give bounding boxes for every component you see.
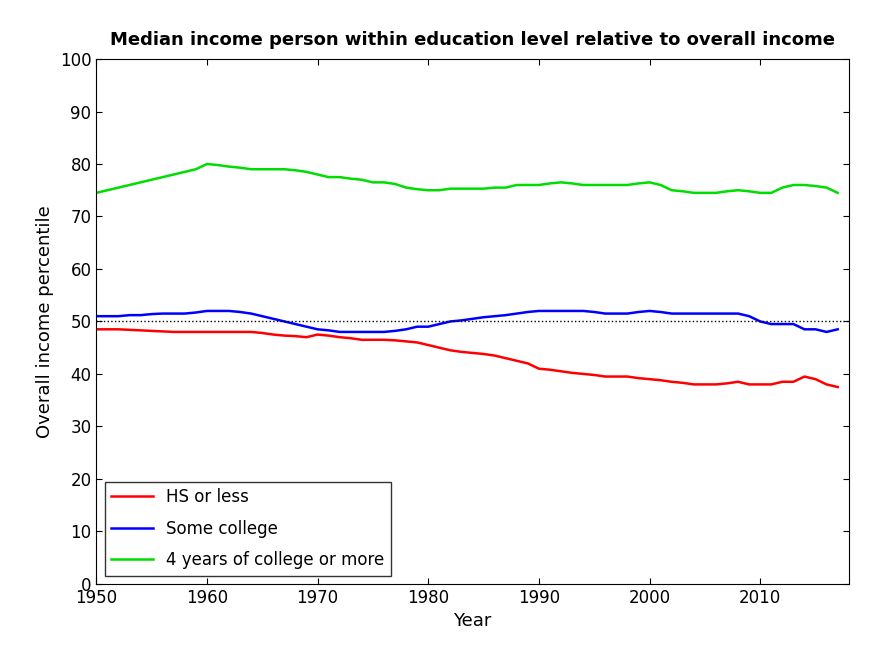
- Line: Some college: Some college: [96, 311, 837, 332]
- 4 years of college or more: [91, 189, 102, 197]
- Some college: [644, 307, 654, 315]
- 4 years of college or more: [766, 189, 776, 197]
- Line: 4 years of college or more: 4 years of college or more: [96, 164, 837, 193]
- HS or less: [755, 380, 766, 388]
- 4 years of college or more: [522, 181, 533, 189]
- HS or less: [522, 359, 533, 367]
- Title: Median income person within education level relative to overall income: Median income person within education le…: [110, 31, 835, 49]
- HS or less: [268, 331, 278, 338]
- HS or less: [91, 325, 102, 333]
- 4 years of college or more: [201, 160, 212, 168]
- 4 years of college or more: [268, 165, 278, 173]
- 4 years of college or more: [279, 165, 290, 173]
- HS or less: [257, 329, 268, 337]
- 4 years of college or more: [412, 185, 423, 193]
- Y-axis label: Overall income percentile: Overall income percentile: [36, 205, 54, 438]
- X-axis label: Year: Year: [453, 612, 492, 630]
- Some college: [832, 325, 843, 333]
- HS or less: [810, 375, 821, 383]
- Some college: [201, 307, 212, 315]
- 4 years of college or more: [534, 181, 544, 189]
- Line: HS or less: HS or less: [96, 329, 837, 387]
- Some college: [766, 320, 776, 328]
- Some college: [700, 310, 710, 318]
- Legend: HS or less, Some college, 4 years of college or more: HS or less, Some college, 4 years of col…: [105, 482, 391, 575]
- Some college: [777, 320, 788, 328]
- Some college: [91, 312, 102, 320]
- Some college: [788, 320, 799, 328]
- Some college: [334, 328, 345, 336]
- 4 years of college or more: [832, 189, 843, 197]
- HS or less: [832, 383, 843, 391]
- HS or less: [512, 357, 522, 365]
- Some college: [611, 310, 621, 318]
